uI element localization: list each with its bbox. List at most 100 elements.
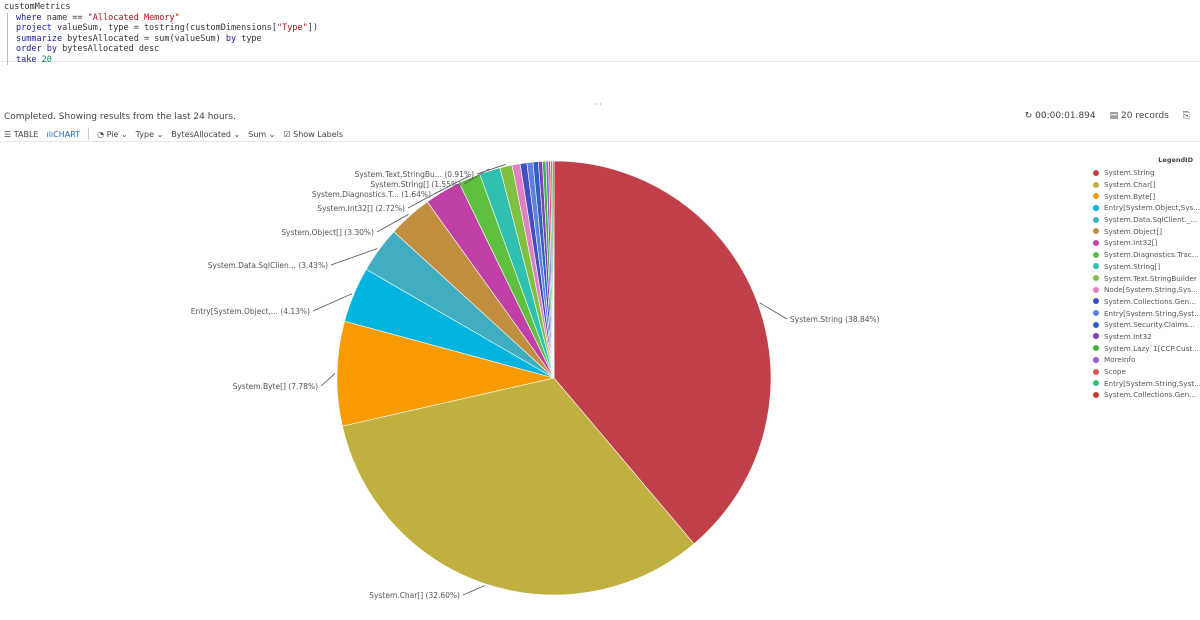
query-line[interactable]: order by bytesAllocated desc (7, 44, 1200, 55)
pie-slice[interactable] (336, 320, 555, 427)
legend-swatch (1093, 193, 1099, 200)
legend-swatch (1093, 368, 1099, 375)
y-column-dropdown[interactable]: BytesAllocated ⌄ (171, 129, 241, 139)
label-leader-line (320, 373, 336, 387)
query-token: name == (41, 12, 88, 23)
record-count: ▤ 20 records (1110, 111, 1169, 121)
legend-item[interactable]: Entry[System.String,Syst... (1093, 377, 1200, 389)
query-line[interactable]: take 20 (7, 54, 1200, 65)
data-label: System.String (38.84%) (790, 315, 880, 324)
query-token: type (236, 33, 262, 44)
legend-item[interactable]: System.String (1093, 167, 1200, 179)
query-token: 20 (41, 54, 52, 65)
divider (0, 141, 1200, 142)
legend-swatch (1093, 380, 1099, 387)
data-label: Entry[System.Object,... (4.13%) (191, 307, 310, 316)
legend-item[interactable]: System.Collections.Gen... (1093, 389, 1200, 401)
legend-item[interactable]: System.Collections.Gen... (1093, 296, 1200, 308)
table-label: TABLE (13, 129, 39, 139)
query-line[interactable]: customMetrics (4, 2, 1200, 13)
legend-item[interactable]: System.Int32[] (1093, 237, 1200, 249)
legend-item[interactable]: System.Text.StringBuilder (1093, 272, 1200, 284)
label-leader-line (476, 164, 506, 175)
pie-slice[interactable] (553, 160, 772, 545)
legend: LegendID System.String System.Char[] Syste… (1093, 156, 1200, 401)
legend-item[interactable]: System.String[] (1093, 261, 1200, 273)
label-leader-line (462, 585, 485, 596)
legend-swatch (1093, 263, 1099, 270)
legend-swatch (1093, 169, 1099, 176)
legend-item[interactable]: System.Lazy`1[CCP.Cust... (1093, 342, 1200, 354)
data-label: System.Object[] (3.30%) (281, 228, 374, 237)
query-token: bytesAllocated desc (56, 44, 160, 54)
query-line[interactable]: where name == "Allocated Memory" (7, 12, 1200, 23)
legend-swatch (1093, 239, 1099, 246)
legend-swatch (1093, 251, 1099, 258)
divider (88, 128, 90, 140)
timer-icon: ↻ (1024, 111, 1033, 121)
legend-label: System.Data.SqlClient._... (1104, 215, 1198, 225)
legend-item[interactable]: Entry[System.String,Syst... (1093, 307, 1200, 319)
legend-label: Entry[System.String,Syst... (1104, 308, 1200, 318)
legend-label: System.Object[] (1104, 226, 1163, 236)
data-label: System.Byte[] (7.78%) (233, 382, 318, 391)
query-token: summarize (16, 33, 63, 44)
show-labels-checkbox[interactable]: ☑ Show Labels (283, 129, 344, 139)
legend-swatch (1093, 333, 1099, 340)
legend-swatch (1093, 391, 1099, 398)
legend-item[interactable]: Scope (1093, 366, 1200, 378)
query-token: "Type" (277, 23, 308, 33)
legend-item[interactable]: System.Int32 (1093, 331, 1200, 343)
aggregation-dropdown[interactable]: Sum ⌄ (248, 129, 276, 139)
query-token: take (16, 54, 37, 65)
legend-item[interactable]: System.Char[] (1093, 179, 1200, 191)
legend-label: System.Text.StringBuilder (1104, 273, 1197, 283)
query-line[interactable]: project valueSum, type = tostring(custom… (7, 23, 1200, 34)
legend-item[interactable]: System.Data.SqlClient._... (1093, 214, 1200, 226)
query-editor[interactable]: customMetrics where name == "Allocated Me… (0, 0, 1200, 65)
legend-item[interactable]: System.Byte[] (1093, 190, 1200, 202)
legend-swatch (1093, 204, 1099, 211)
duration-value: 00:00:01.894 (1035, 111, 1096, 121)
legend-swatch (1093, 216, 1099, 223)
aggregation-label: Sum (248, 129, 267, 139)
legend-item[interactable]: Node[System.String,Sys... (1093, 284, 1200, 296)
legend-swatch (1093, 298, 1099, 305)
legend-item[interactable]: MoreInfo (1093, 354, 1200, 366)
label-leader-line (330, 248, 378, 266)
bar-chart-icon: ılı (46, 129, 54, 139)
query-token: project (16, 23, 52, 33)
chart-tab[interactable]: ılıCHART (46, 130, 80, 139)
legend-label: System.String (1104, 168, 1155, 178)
query-token: where (16, 12, 42, 23)
chart-type-dropdown[interactable]: ◔ Pie ⌄ (97, 129, 128, 139)
legend-item[interactable]: Entry[System.Object,Sys... (1093, 202, 1200, 214)
pie-slice[interactable] (342, 377, 695, 596)
data-label: System.String[] (1.55%) (370, 180, 461, 189)
copy-icon[interactable]: ⎘ (1182, 111, 1190, 121)
legend-label: System.String[] (1104, 261, 1161, 271)
legend-label: System.Char[] (1104, 180, 1156, 190)
legend-label: Scope (1104, 367, 1126, 377)
label-leader-line (312, 293, 353, 312)
legend-item[interactable]: System.Object[] (1093, 225, 1200, 237)
query-token: ]) (307, 23, 318, 33)
legend-swatch (1093, 181, 1099, 188)
legend-label: MoreInfo (1104, 355, 1136, 365)
legend-item[interactable]: System.Diagnostics.Trac... (1093, 249, 1200, 261)
legend-title: LegendID (1158, 156, 1193, 164)
query-line[interactable]: summarize bytesAllocated = sum(valueSum)… (7, 33, 1200, 44)
table-tab[interactable]: ☰ TABLE (4, 129, 39, 139)
pie-slice[interactable] (552, 160, 555, 379)
label-leader-line (759, 302, 788, 320)
chart-type-label: Pie (106, 129, 119, 139)
label-leader-line (376, 214, 409, 233)
legend-label: Entry[System.Object,Sys... (1104, 203, 1200, 213)
x-column-dropdown[interactable]: Type ⌄ (135, 129, 164, 139)
legend-item[interactable]: System.Security.Claims... (1093, 319, 1200, 331)
duration: ↻ 00:00:01.894 (1025, 111, 1096, 121)
legend-swatch (1093, 356, 1099, 363)
data-label: System.Text.StringBu... (0.91%) (355, 170, 474, 179)
resize-handle[interactable]: ··· (594, 100, 602, 109)
record-count-value: 20 records (1121, 111, 1169, 121)
